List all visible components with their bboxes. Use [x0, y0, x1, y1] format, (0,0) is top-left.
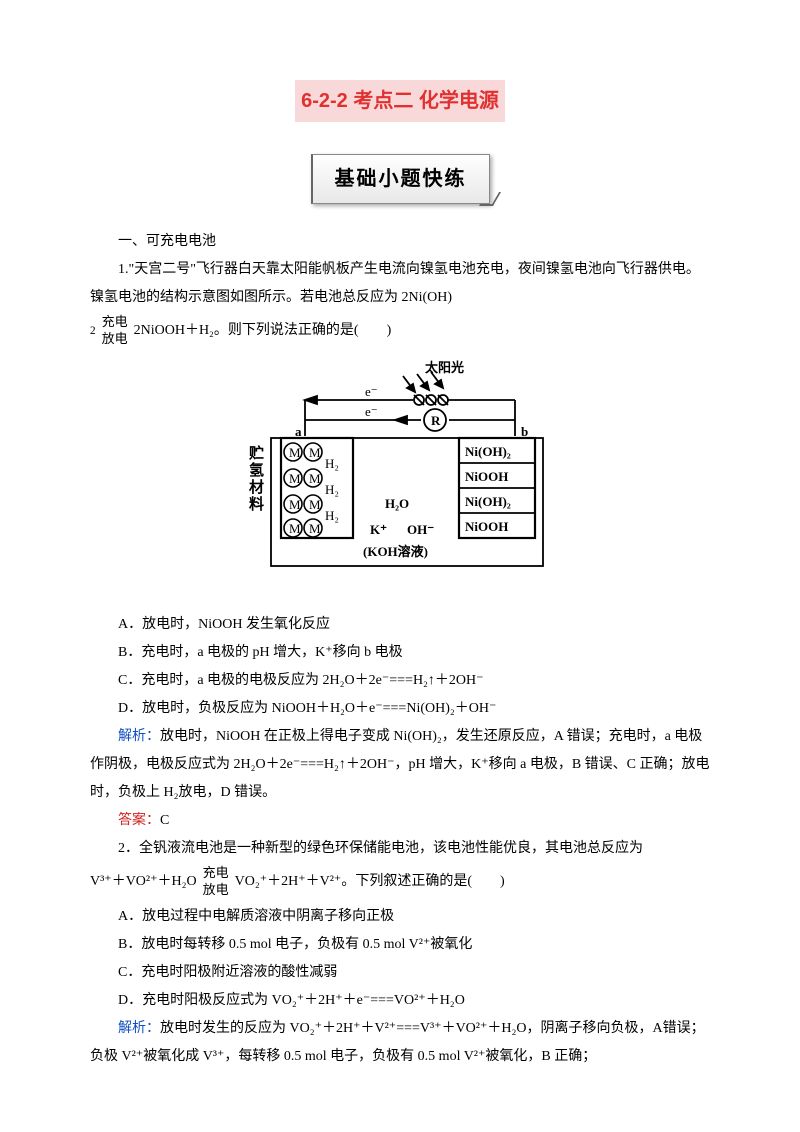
diag-ni1: Ni(OH)₂: [465, 444, 511, 459]
q2-arrow-bottom: 放电: [203, 882, 229, 899]
diag-M4: M: [309, 471, 321, 486]
diag-a: a: [295, 424, 302, 439]
diag-M6: M: [309, 497, 321, 512]
q2-explain-label: 解析：: [118, 1021, 160, 1036]
diag-ni2: NiOOH: [465, 469, 508, 484]
q1-stem-line2: 2NiOOH＋H₂。则下列说法正确的是( ): [134, 322, 392, 340]
diag-M8: M: [309, 521, 321, 536]
page-title: 6-2-2 考点二 化学电源: [295, 80, 505, 122]
q1-arrow-bottom: 放电: [102, 331, 128, 348]
banner-label: 基础小题快练: [311, 154, 490, 204]
q1-arrow-top: 充电: [102, 314, 128, 331]
diag-M3: M: [289, 471, 301, 486]
explain-label: 解析：: [118, 729, 160, 744]
diag-M1: M: [289, 445, 301, 460]
q2-optB: B．放电时每转移 0.5 mol 电子，负极有 0.5 mol V²⁺被氧化: [90, 931, 710, 959]
q1-stem-line1: 1."天宫二号"飞行器白天靠太阳能帆板产生电流向镍氢电池充电，夜间镍氢电池向飞行…: [90, 256, 710, 312]
q2-optD: D．充电时阳极反应式为 VO₂⁺＋2H⁺＋e⁻===VO²⁺＋H₂O: [90, 987, 710, 1015]
answer-label: 答案：: [118, 813, 160, 828]
q1-answer-text: C: [160, 813, 169, 828]
diag-ni4: NiOOH: [465, 519, 508, 534]
diag-e-bot: e⁻: [365, 404, 378, 419]
diag-oh: OH⁻: [407, 522, 434, 537]
diag-e-top: e⁻: [365, 384, 378, 399]
q1-sub2: 2: [90, 324, 96, 339]
q2-explain: 解析：放电时发生的反应为 VO₂⁺＋2H⁺＋V²⁺===V³⁺＋VO²⁺＋H₂O…: [90, 1015, 710, 1071]
diag-ni3: Ni(OH)₂: [465, 494, 511, 509]
diag-R: R: [431, 413, 441, 428]
q2-line2-post: VO₂⁺＋2H⁺＋V²⁺。下列叙述正确的是( ): [235, 873, 505, 891]
q2-line2-pre: V³⁺＋VO²⁺＋H₂O: [90, 873, 197, 891]
q1-explain-text: 放电时，NiOOH 在正极上得电子变成 Ni(OH)₂，发生还原反应，A 错误；…: [90, 729, 710, 800]
q2-explain-text: 放电时发生的反应为 VO₂⁺＋2H⁺＋V²⁺===V³⁺＋VO²⁺＋H₂O，阴离…: [90, 1021, 705, 1064]
q1-answer: 答案：C: [90, 807, 710, 835]
diag-M7: M: [289, 521, 301, 536]
diag-sun-label: 太阳光: [424, 360, 464, 375]
diag-b: b: [521, 424, 528, 439]
section-heading: 一、可充电电池: [90, 228, 710, 256]
q1-explain: 解析：放电时，NiOOH 在正极上得电子变成 Ni(OH)₂，发生还原反应，A …: [90, 723, 710, 807]
q1-optD: D．放电时，负极反应为 NiOOH＋H₂O＋e⁻===Ni(OH)₂＋OH⁻: [90, 695, 710, 723]
diag-M2: M: [309, 445, 321, 460]
q2-optC: C．充电时阳极附近溶液的酸性减弱: [90, 959, 710, 987]
q1-optC: C．充电时，a 电极的电极反应为 2H₂O＋2e⁻===H₂↑＋2OH⁻: [90, 667, 710, 695]
diag-H2a: H₂: [325, 456, 339, 471]
diag-stor: 贮氢材料: [248, 444, 264, 513]
q2-arrow-top: 充电: [203, 865, 229, 882]
diag-koh: (KOH溶液): [363, 544, 428, 559]
diag-M5: M: [289, 497, 301, 512]
q2-optA: A．放电过程中电解质溶液中阴离子移向正极: [90, 903, 710, 931]
q1-optA: A．放电时，NiOOH 发生氧化反应: [90, 611, 710, 639]
diag-h2o: H₂O: [385, 496, 409, 511]
diag-k: K⁺: [370, 522, 387, 537]
q2-stem-head: 2．全钒液流电池是一种新型的绿色环保储能电池，该电池性能优良，其电池总反应为: [90, 835, 710, 863]
q1-diagram: 太阳光 e⁻ e⁻ R a b M M H₂ M M H₂ M M H₂ M M…: [90, 358, 710, 599]
diag-H2c: H₂: [325, 508, 339, 523]
section-banner: 基础小题快练: [90, 154, 710, 204]
q1-optB: B．充电时，a 电极的 pH 增大，K⁺移向 b 电极: [90, 639, 710, 667]
diag-H2b: H₂: [325, 482, 339, 497]
